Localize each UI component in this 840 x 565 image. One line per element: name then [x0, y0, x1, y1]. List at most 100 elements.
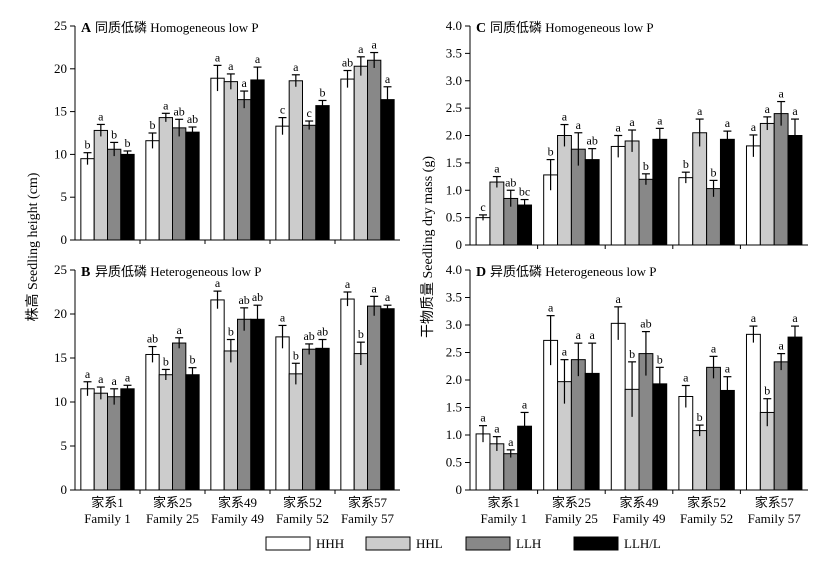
category-label-cn: 家系49	[619, 495, 658, 510]
y-tick-label: 5	[61, 438, 68, 453]
category-label-cn: 家系49	[218, 495, 257, 510]
legend-swatch	[265, 536, 311, 551]
category-label-en: Family 52	[276, 511, 329, 526]
legend-swatch	[573, 536, 619, 551]
significance-label: b	[548, 145, 554, 159]
significance-label: b	[293, 348, 299, 362]
bar-a-llh-1	[107, 148, 122, 241]
panel-title: 同质低磷 Homogeneous low P	[490, 20, 654, 35]
bar-c-hhh-1	[475, 217, 491, 246]
y-tick-label: 0	[61, 232, 68, 247]
bar-c-hhh-3	[610, 145, 626, 246]
significance-label: a	[98, 372, 104, 386]
bar-b-llhl-4	[315, 347, 330, 491]
bar-c-llhl-1	[517, 204, 533, 246]
significance-label: a	[725, 116, 731, 130]
bar-b-hhl-2	[158, 374, 174, 491]
y-tick-label: 3.0	[446, 73, 462, 88]
significance-label: b	[629, 347, 635, 361]
bar-b-hhh-1	[80, 388, 95, 491]
legend-swatch	[365, 536, 411, 551]
significance-label: a	[371, 38, 377, 52]
significance-label: ab	[640, 317, 651, 331]
significance-label: a	[111, 374, 117, 388]
category-label-en: Family 1	[481, 511, 528, 526]
y-tick-label: 10	[54, 146, 67, 161]
bar-a-llhl-5	[380, 99, 395, 241]
category-label-en: Family 52	[680, 511, 733, 526]
y-tick-label: 2.0	[446, 372, 462, 387]
significance-label: b	[189, 353, 195, 367]
significance-label: c	[306, 106, 311, 120]
significance-label: b	[85, 138, 91, 152]
significance-label: b	[111, 127, 117, 141]
bar-b-hhl-1	[93, 392, 109, 491]
significance-label: ab	[587, 134, 598, 148]
category-label-cn: 家系25	[153, 495, 192, 510]
bar-b-hhl-3	[223, 350, 239, 491]
significance-label: a	[85, 367, 91, 381]
category-label-cn: 家系52	[283, 495, 322, 510]
significance-label: a	[683, 371, 689, 385]
y-tick-label: 1.5	[446, 155, 462, 170]
significance-label: b	[150, 118, 156, 132]
significance-label: ab	[173, 104, 184, 118]
significance-label: a	[616, 121, 622, 135]
category-label-en: Family 49	[211, 511, 264, 526]
bar-a-llhl-3	[250, 79, 265, 241]
bar-c-llh-4	[706, 188, 721, 246]
significance-label: ab	[342, 56, 353, 70]
y-tick-label: 3.0	[446, 317, 462, 332]
panel-letter: C	[476, 21, 486, 36]
bar-b-llh-4	[302, 348, 317, 491]
bar-a-hhh-5	[340, 78, 355, 241]
y-tick-label: 15	[54, 350, 67, 365]
significance-label: a	[562, 345, 568, 359]
significance-label: a	[241, 76, 247, 90]
significance-label: b	[319, 85, 325, 99]
bar-c-hhl-5	[759, 122, 775, 246]
bar-a-llh-5	[367, 59, 382, 241]
bar-d-hhl-4	[692, 430, 708, 491]
significance-label: c	[280, 103, 285, 117]
bar-b-hhh-2	[145, 353, 160, 491]
bar-a-llh-4	[302, 124, 317, 241]
significance-label: a	[778, 87, 784, 101]
significance-label: a	[616, 292, 622, 306]
category-label-cn: 家系52	[687, 495, 726, 510]
bar-b-hhl-5	[353, 353, 368, 491]
significance-label: a	[629, 115, 635, 129]
significance-label: b	[228, 325, 234, 339]
y-axis-title-right: 干物质量 Seedling dry mass (g)	[420, 156, 436, 338]
bar-b-llhl-1	[120, 388, 135, 491]
significance-label: a	[255, 52, 261, 66]
bar-b-hhl-4	[288, 373, 303, 491]
bar-a-llh-2	[172, 127, 187, 241]
legend-label: LLH	[516, 536, 541, 551]
bar-b-llh-5	[367, 305, 382, 491]
y-tick-label: 5	[61, 189, 68, 204]
bar-c-llhl-3	[652, 138, 668, 246]
y-tick-label: 10	[54, 394, 67, 409]
bar-d-llh-5	[773, 361, 789, 491]
bar-a-hhl-3	[223, 81, 239, 241]
significance-label: a	[508, 435, 514, 449]
significance-label: c	[480, 200, 485, 214]
y-tick-label: 25	[54, 262, 67, 277]
y-tick-label: 4.0	[446, 262, 462, 277]
bar-a-hhh-3	[210, 77, 225, 241]
y-tick-label: 2.5	[446, 100, 462, 115]
category-label-cn: 家系25	[552, 495, 591, 510]
significance-label: a	[576, 328, 582, 342]
significance-label: a	[98, 109, 104, 123]
significance-label: ab	[252, 290, 263, 304]
bar-c-hhh-5	[745, 145, 761, 246]
y-tick-label: 2.0	[446, 128, 462, 143]
bar-d-llhl-5	[787, 336, 803, 491]
significance-label: ab	[317, 325, 328, 339]
category-label-cn: 家系1	[91, 495, 124, 510]
significance-label: b	[358, 327, 364, 341]
bar-c-hhl-2	[557, 135, 572, 246]
